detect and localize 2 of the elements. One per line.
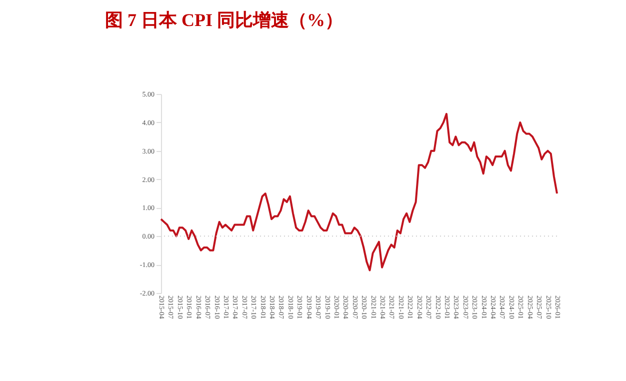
line-series xyxy=(160,112,558,272)
chart-title: 图 7 日本 CPI 同比增速（%） xyxy=(105,10,343,30)
